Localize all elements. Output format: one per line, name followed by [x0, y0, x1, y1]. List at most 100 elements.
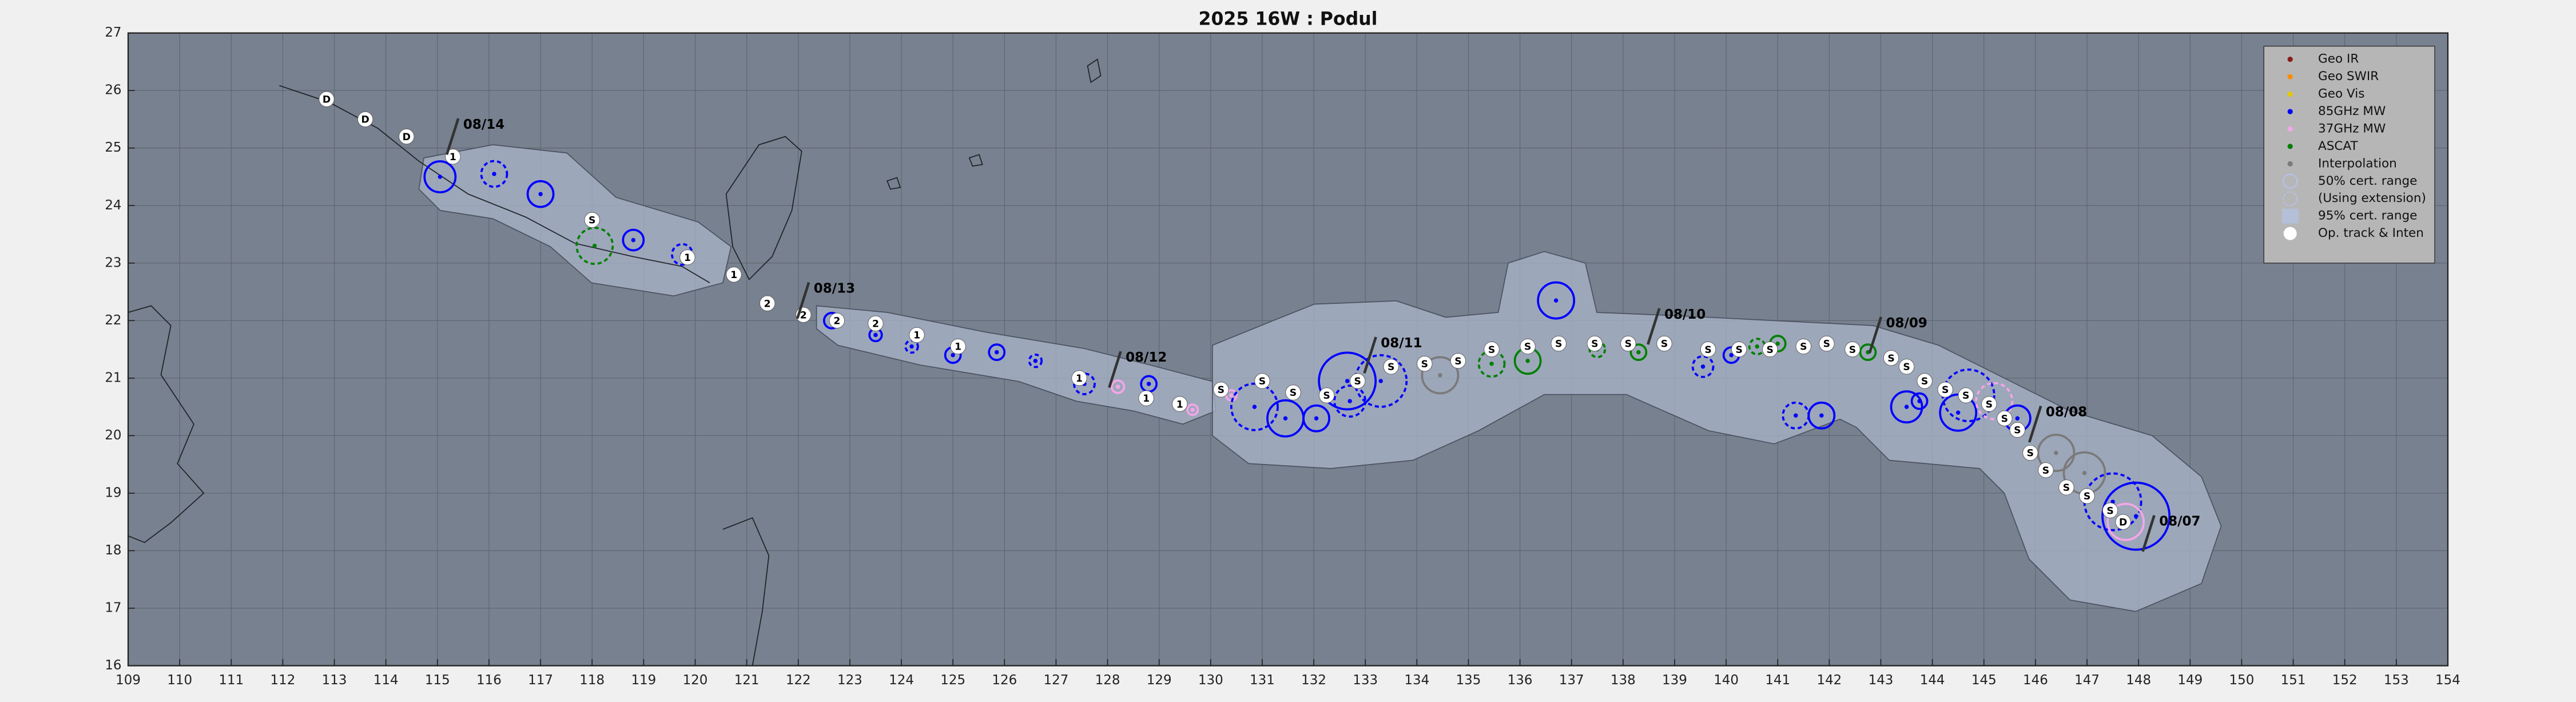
y-tick-label: 20 [105, 428, 121, 443]
cert-circle [1691, 355, 1715, 378]
x-tick-label: 127 [1043, 673, 1068, 688]
date-tick [1647, 308, 1661, 345]
x-tick-label: 113 [322, 673, 347, 688]
track-point [1731, 341, 1747, 358]
obs-dot [995, 350, 999, 355]
legend-marker [2287, 109, 2293, 114]
intensity-label: S [1290, 387, 1297, 399]
axes: 109 110 111 112 113 114 115 116 117 118 119 120 121 1… [105, 25, 2460, 688]
legend-marker [2282, 191, 2298, 207]
date-label: 08/08 [2046, 405, 2087, 420]
intensity-label: S [2027, 448, 2034, 459]
x-tick-label: 133 [1353, 673, 1378, 688]
intensity-label: 2 [764, 298, 771, 310]
intensity-label: S [1903, 362, 1910, 373]
cert-circle [480, 160, 508, 188]
intensity-label: 1 [1143, 393, 1150, 404]
x-tick-label: 139 [1662, 673, 1687, 688]
x-tick-label: 132 [1301, 673, 1326, 688]
track-point [1883, 350, 1899, 366]
track-point [399, 129, 415, 145]
intensity-label: S [1921, 376, 1928, 387]
track-point [726, 267, 742, 283]
intensity-label: S [2063, 482, 2070, 494]
obs-dot [1794, 413, 1798, 418]
obs-dot [492, 172, 496, 176]
island [1087, 58, 1102, 84]
legend-label: (Using extension) [2318, 191, 2426, 205]
x-tick-label: 109 [116, 673, 141, 688]
track-point [1762, 341, 1778, 358]
x-tick-label: 128 [1095, 673, 1120, 688]
obs-dot [631, 237, 636, 243]
legend-marker [2287, 91, 2293, 97]
date-label: 08/14 [463, 117, 504, 132]
obs-dot [1755, 344, 1759, 349]
x-tick-label: 142 [1816, 673, 1842, 688]
x-tick-label: 130 [1198, 673, 1223, 688]
x-tick-label: 120 [683, 673, 708, 688]
track-point [2079, 488, 2095, 504]
intensity-label: S [1259, 376, 1266, 387]
obs-dot [2054, 450, 2058, 455]
x-tick-label: 122 [786, 673, 811, 688]
track-point [950, 338, 966, 355]
cert-circle [1028, 354, 1043, 368]
date-label: 08/10 [1664, 307, 1706, 322]
date-tick [1868, 316, 1883, 354]
legend-label: Geo SWIR [2318, 69, 2379, 84]
obs-dot [1525, 359, 1530, 363]
intensity-label: 1 [913, 330, 920, 342]
track-point [1318, 387, 1335, 403]
obs-dot [1819, 413, 1824, 418]
x-tick-label: 123 [837, 673, 862, 688]
date-tick [2141, 515, 2156, 552]
intensity-label: S [2001, 413, 2008, 425]
obs-dot [1190, 407, 1195, 412]
track-point [1700, 341, 1716, 358]
obs-dot [1347, 399, 1352, 403]
cert-region [418, 144, 732, 297]
track-point [1350, 373, 1366, 389]
legend-label: 50% cert. range [2318, 174, 2417, 188]
cert-circle [1186, 403, 1199, 417]
cert-circle [526, 180, 555, 208]
track-point [829, 312, 845, 329]
cert-circle [423, 160, 457, 193]
track-point [1656, 335, 1672, 352]
track-point [1172, 396, 1188, 412]
intensity-label: S [1323, 390, 1330, 402]
legend-marker [2287, 74, 2293, 80]
y-tick-label: 23 [105, 255, 121, 270]
intensity-label: 2 [833, 316, 840, 327]
y-tick-label: 22 [105, 313, 121, 328]
intensity-label: S [589, 215, 595, 227]
track-point [2009, 422, 2025, 438]
legend-box [2263, 45, 2435, 264]
track-point [1254, 373, 1270, 389]
cert-circle [1230, 382, 1279, 431]
x-tick-label: 147 [2074, 673, 2100, 688]
obs-dot [1345, 379, 1350, 383]
legend-label: 37GHz MW [2318, 121, 2386, 136]
cert-circle [1859, 343, 1877, 362]
x-tick-label: 136 [1508, 673, 1533, 688]
x-tick-label: 144 [1920, 673, 1945, 688]
legend-label: Interpolation [2318, 156, 2397, 170]
island [886, 177, 901, 190]
track-point [1450, 353, 1466, 369]
track-point [1520, 338, 1536, 355]
intensity-label: S [2106, 505, 2113, 517]
cert-circle [1807, 401, 1836, 430]
y-tick-label: 17 [105, 601, 121, 616]
track-point [1484, 341, 1500, 358]
obs-dot [593, 243, 597, 248]
track-point [1285, 384, 1301, 400]
track-point [2038, 462, 2054, 478]
x-tick-label: 112 [271, 673, 296, 688]
obs-dot [1904, 404, 1909, 409]
coastline [128, 305, 205, 544]
intensity-label: S [2014, 425, 2021, 437]
x-tick-label: 148 [2126, 673, 2151, 688]
